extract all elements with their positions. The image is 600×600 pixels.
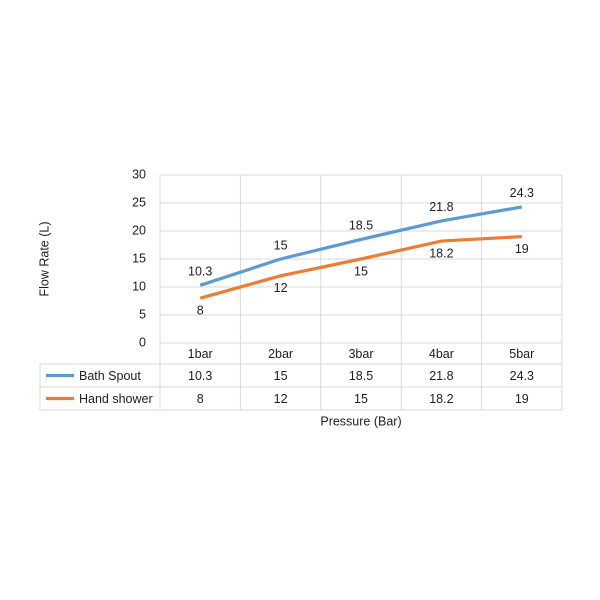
legend-label: Hand shower xyxy=(79,392,153,406)
data-label: 18.5 xyxy=(349,219,373,233)
table-value: 21.8 xyxy=(429,369,453,383)
series-line xyxy=(199,235,522,300)
y-tick-label: 25 xyxy=(132,195,146,209)
table-value: 19 xyxy=(515,392,529,406)
table-value: 12 xyxy=(274,392,288,406)
legend-label: Bath Spout xyxy=(79,369,141,383)
data-label: 19 xyxy=(515,242,529,256)
table-value: 15 xyxy=(274,369,288,383)
y-tick-label: 5 xyxy=(139,307,146,321)
data-label: 15 xyxy=(354,264,368,278)
x-tick-label: 3bar xyxy=(348,347,373,361)
y-tick-label: 15 xyxy=(132,251,146,265)
y-tick-label: 0 xyxy=(139,335,146,349)
data-label: 24.3 xyxy=(510,186,534,200)
table-value: 24.3 xyxy=(510,369,534,383)
y-tick-label: 10 xyxy=(132,279,146,293)
x-axis-label: Pressure (Bar) xyxy=(320,414,401,428)
x-tick-label: 4bar xyxy=(429,347,454,361)
table-value: 8 xyxy=(197,392,204,406)
x-tick-label: 2bar xyxy=(268,347,293,361)
table-value: 18.5 xyxy=(349,369,373,383)
y-axis-label: Flow Rate (L) xyxy=(37,221,51,296)
y-tick-label: 30 xyxy=(132,167,146,181)
y-tick-label: 20 xyxy=(132,223,146,237)
table-value: 15 xyxy=(354,392,368,406)
x-tick-label: 5bar xyxy=(509,347,534,361)
data-label: 18.2 xyxy=(429,246,453,260)
data-label: 8 xyxy=(197,303,204,317)
data-label: 10.3 xyxy=(188,265,212,279)
data-label: 12 xyxy=(274,281,288,295)
table-value: 18.2 xyxy=(429,392,453,406)
data-label: 15 xyxy=(274,238,288,252)
series-line xyxy=(199,205,523,287)
table-value: 10.3 xyxy=(188,369,212,383)
x-tick-label: 1bar xyxy=(188,347,213,361)
data-label: 21.8 xyxy=(429,200,453,214)
